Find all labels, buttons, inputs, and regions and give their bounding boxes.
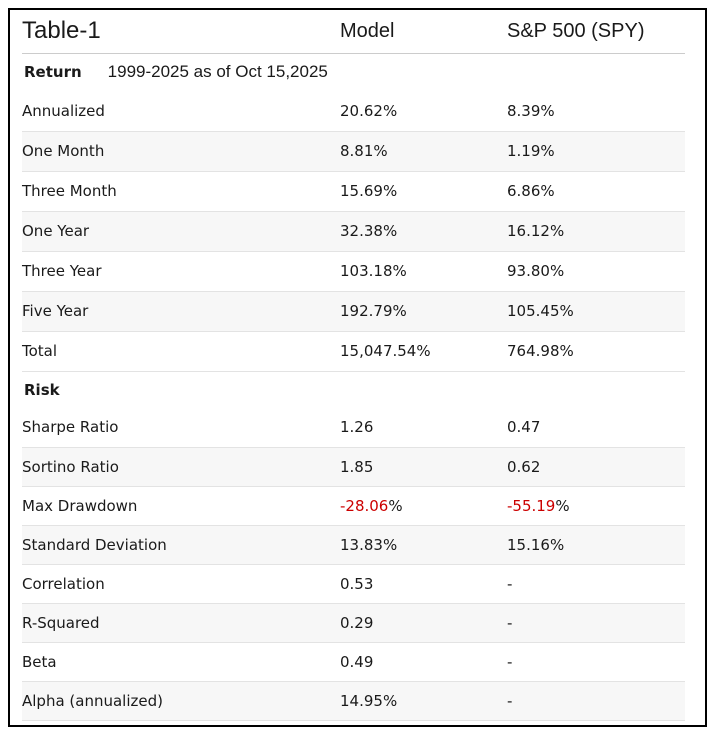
model-value: 0.49 [340,642,507,682]
model-value: 13.83% [340,525,507,565]
header-row: Table-1 Model S&P 500 (SPY) [22,10,685,54]
row-label: Three Year [22,251,340,292]
spy-value: -55.19% [507,486,685,526]
section-header-return: Return 1999-2025 as of Oct 15,2025 [22,53,685,91]
row-label: Max Drawdown [22,486,340,526]
table-row-one-month: One Month 8.81% 1.19% [22,131,685,172]
table-row-total: Total 15,047.54% 764.98% [22,331,685,372]
spy-value: 105.45% [507,291,685,332]
model-value: 1.85 [340,447,507,487]
row-label: Alpha (annualized) [22,681,340,721]
model-value: 0.53 [340,564,507,604]
percent-suffix: % [388,496,403,515]
table-row-alpha-annualized: Alpha (annualized) 14.95% - [22,681,685,721]
table-title: Table-1 [22,10,340,54]
row-label: Total [22,331,340,372]
table-row-r-squared: R-Squared 0.29 - [22,603,685,643]
percent-suffix: % [555,496,570,515]
spy-value: - [507,681,685,721]
section-date-range: 1999-2025 as of Oct 15,2025 [107,62,328,82]
table-row-five-year: Five Year 192.79% 105.45% [22,291,685,332]
spy-value: 764.98% [507,331,685,372]
table-row-one-year: One Year 32.38% 16.12% [22,211,685,252]
model-value: 15.69% [340,171,507,212]
model-value: 32.38% [340,211,507,252]
model-value: 15,047.54% [340,331,507,372]
spy-value: 1.19% [507,131,685,172]
section-name-return: Return [24,63,82,82]
performance-table: Table-1 Model S&P 500 (SPY) Return 1999-2… [22,10,685,721]
table-row-beta: Beta 0.49 - [22,642,685,682]
model-value: 103.18% [340,251,507,292]
row-label: Standard Deviation [22,525,340,565]
spy-value: 16.12% [507,211,685,252]
table-row-annualized: Annualized 20.62% 8.39% [22,91,685,132]
column-header-spy: S&P 500 (SPY) [507,10,685,54]
negative-value: -55.19 [507,496,556,515]
model-value: 20.62% [340,91,507,132]
model-value: 192.79% [340,291,507,332]
model-value: 14.95% [340,681,507,721]
row-label: Three Month [22,171,340,212]
section-header-risk: Risk [22,371,685,408]
negative-value: -28.06 [340,496,389,515]
spy-value: 8.39% [507,91,685,132]
spy-value: - [507,603,685,643]
row-label: Correlation [22,564,340,604]
table-row-sortino-ratio: Sortino Ratio 1.85 0.62 [22,447,685,487]
row-label: Five Year [22,291,340,332]
table-row-max-drawdown: Max Drawdown -28.06% -55.19% [22,486,685,526]
spy-value: 0.62 [507,447,685,487]
table-row-correlation: Correlation 0.53 - [22,564,685,604]
spy-value: 93.80% [507,251,685,292]
spy-value: - [507,642,685,682]
table-row-three-month: Three Month 15.69% 6.86% [22,171,685,212]
row-label: One Month [22,131,340,172]
spy-value: 15.16% [507,525,685,565]
model-value: -28.06% [340,486,507,526]
model-value: 1.26 [340,408,507,448]
row-label: One Year [22,211,340,252]
table-frame: Table-1 Model S&P 500 (SPY) Return 1999-2… [8,8,707,727]
table-row-standard-deviation: Standard Deviation 13.83% 15.16% [22,525,685,565]
model-value: 0.29 [340,603,507,643]
column-header-model: Model [340,10,507,54]
row-label: Sortino Ratio [22,447,340,487]
row-label: Beta [22,642,340,682]
spy-value: 0.47 [507,408,685,448]
model-value: 8.81% [340,131,507,172]
table-row-sharpe-ratio: Sharpe Ratio 1.26 0.47 [22,408,685,448]
row-label: Sharpe Ratio [22,408,340,448]
row-label: R-Squared [22,603,340,643]
table-row-three-year: Three Year 103.18% 93.80% [22,251,685,292]
spy-value: 6.86% [507,171,685,212]
section-name-risk: Risk [24,380,60,399]
spy-value: - [507,564,685,604]
row-label: Annualized [22,91,340,132]
